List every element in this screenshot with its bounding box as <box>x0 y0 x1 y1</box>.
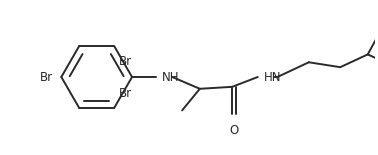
Text: Br: Br <box>119 87 132 100</box>
Text: HN: HN <box>263 71 281 84</box>
Text: O: O <box>229 124 239 137</box>
Text: Br: Br <box>119 55 132 68</box>
Text: Br: Br <box>40 71 53 84</box>
Text: NH: NH <box>161 71 179 84</box>
